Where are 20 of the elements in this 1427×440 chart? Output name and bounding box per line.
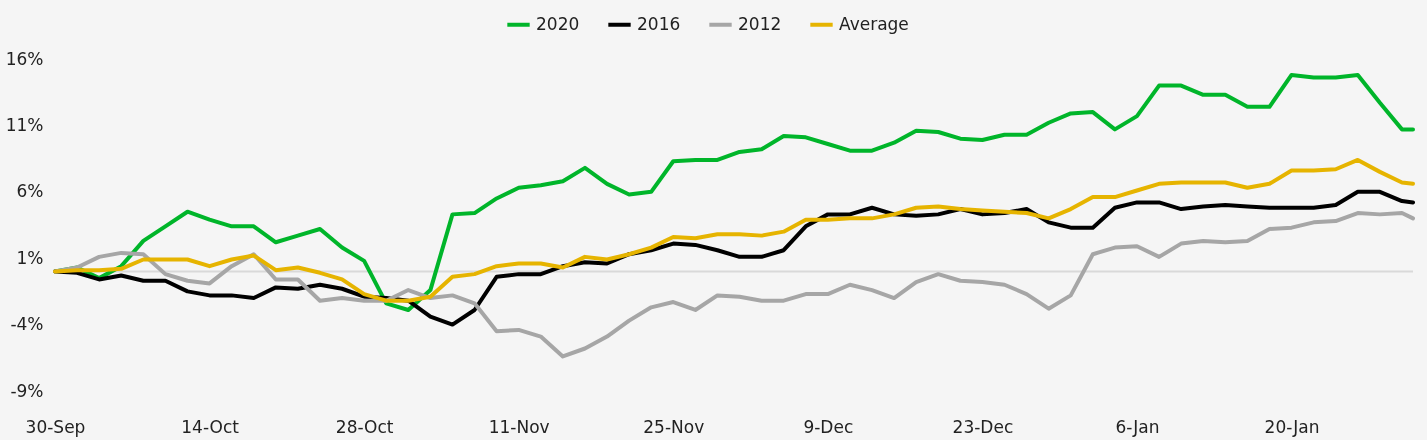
legend-label: 2012 xyxy=(738,13,782,34)
legend-label: 2016 xyxy=(637,13,681,34)
y-tick-label: -9% xyxy=(10,380,44,401)
y-tick-label: 11% xyxy=(5,114,44,135)
y-tick-label: -4% xyxy=(10,314,44,335)
x-tick-label: 14-Oct xyxy=(181,416,240,437)
x-tick-label: 28-Oct xyxy=(335,416,394,437)
y-tick-label: 1% xyxy=(16,247,44,268)
x-tick-label: 11-Nov xyxy=(488,416,550,437)
x-tick-label: 9-Dec xyxy=(803,416,854,437)
y-tick-label: 16% xyxy=(5,48,44,69)
legend-label: 2020 xyxy=(536,13,580,34)
x-tick-label: 20-Jan xyxy=(1264,416,1320,437)
x-tick-label: 6-Jan xyxy=(1115,416,1160,437)
y-tick-label: 6% xyxy=(16,181,44,202)
x-tick-label: 23-Dec xyxy=(952,416,1014,437)
legend-label: Average xyxy=(839,13,909,34)
line-series xyxy=(53,157,1415,303)
x-tick-label: 25-Nov xyxy=(643,416,705,437)
x-tick-label: 30-Sep xyxy=(25,416,86,437)
